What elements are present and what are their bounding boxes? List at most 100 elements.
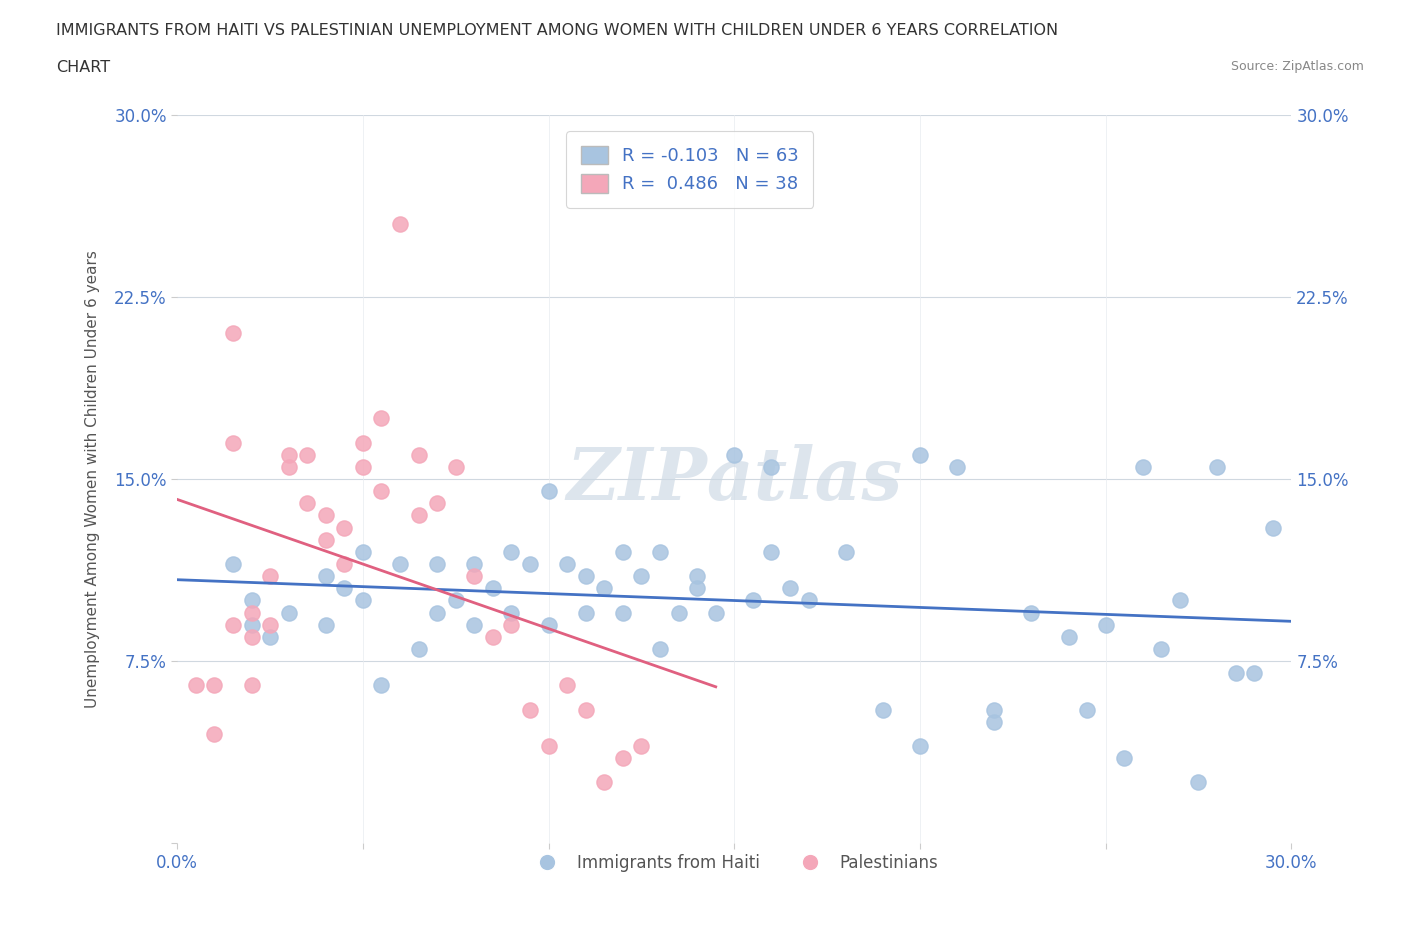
Point [648, 642, 671, 657]
Point [1168, 593, 1191, 608]
Point [333, 520, 356, 535]
Point [277, 459, 299, 474]
Point [408, 642, 430, 657]
Point [240, 605, 263, 620]
Point [426, 496, 449, 511]
Point [908, 447, 931, 462]
Point [537, 738, 560, 753]
Point [277, 447, 299, 462]
Point [259, 630, 281, 644]
Point [482, 581, 505, 596]
Point [389, 217, 412, 232]
Point [834, 544, 856, 559]
Point [741, 593, 763, 608]
Point [444, 593, 467, 608]
Point [463, 618, 485, 632]
Point [612, 544, 634, 559]
Point [1187, 775, 1209, 790]
Point [537, 618, 560, 632]
Point [723, 447, 745, 462]
Text: ZIP​atlas: ZIP​atlas [567, 444, 903, 514]
Point [426, 605, 449, 620]
Point [315, 569, 337, 584]
Point [555, 556, 578, 571]
Point [333, 581, 356, 596]
Point [370, 678, 392, 693]
Point [426, 556, 449, 571]
Point [184, 678, 207, 693]
Point [761, 459, 783, 474]
Point [1206, 459, 1229, 474]
Point [1243, 666, 1265, 681]
Point [463, 556, 485, 571]
Point [277, 605, 299, 620]
Point [983, 714, 1005, 729]
Point [315, 618, 337, 632]
Point [872, 702, 894, 717]
Point [1114, 751, 1136, 765]
Point [259, 618, 281, 632]
Point [612, 605, 634, 620]
Point [779, 581, 801, 596]
Point [295, 447, 318, 462]
Point [370, 411, 392, 426]
Point [1261, 520, 1284, 535]
Point [240, 630, 263, 644]
Point [668, 605, 690, 620]
Point [240, 618, 263, 632]
Point [630, 738, 652, 753]
Legend: Immigrants from Haiti, Palestinians: Immigrants from Haiti, Palestinians [523, 847, 945, 879]
Point [686, 581, 709, 596]
Point [761, 544, 783, 559]
Point [408, 508, 430, 523]
Point [370, 484, 392, 498]
Point [295, 496, 318, 511]
Point [408, 447, 430, 462]
Point [519, 702, 541, 717]
Point [908, 738, 931, 753]
Point [501, 605, 523, 620]
Point [704, 605, 727, 620]
Text: CHART: CHART [56, 60, 110, 75]
Point [202, 726, 225, 741]
Point [1132, 459, 1154, 474]
Point [555, 678, 578, 693]
Point [1150, 642, 1173, 657]
Point [389, 556, 412, 571]
Point [482, 630, 505, 644]
Point [222, 326, 245, 341]
Point [593, 775, 616, 790]
Point [501, 544, 523, 559]
Y-axis label: Unemployment Among Women with Children Under 6 years: Unemployment Among Women with Children U… [86, 250, 100, 708]
Point [1076, 702, 1098, 717]
Point [444, 459, 467, 474]
Point [1094, 618, 1116, 632]
Point [352, 544, 374, 559]
Point [501, 618, 523, 632]
Point [315, 508, 337, 523]
Point [946, 459, 969, 474]
Point [797, 593, 820, 608]
Point [240, 593, 263, 608]
Point [519, 556, 541, 571]
Point [352, 435, 374, 450]
Point [1021, 605, 1043, 620]
Point [463, 569, 485, 584]
Point [222, 435, 245, 450]
Point [593, 581, 616, 596]
Point [983, 702, 1005, 717]
Point [575, 605, 598, 620]
Point [630, 569, 652, 584]
Point [259, 569, 281, 584]
Point [575, 569, 598, 584]
Point [202, 678, 225, 693]
Point [1057, 630, 1080, 644]
Point [648, 544, 671, 559]
Point [333, 556, 356, 571]
Point [222, 618, 245, 632]
Point [612, 751, 634, 765]
Point [315, 532, 337, 547]
Point [1225, 666, 1247, 681]
Point [352, 593, 374, 608]
Point [575, 702, 598, 717]
